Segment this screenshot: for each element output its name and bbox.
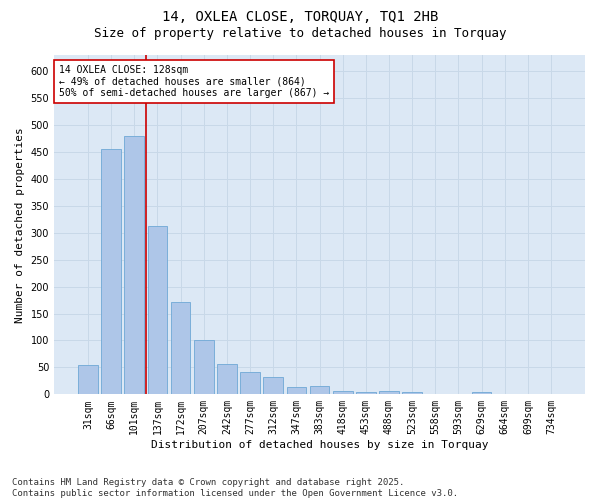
Text: Size of property relative to detached houses in Torquay: Size of property relative to detached ho… xyxy=(94,28,506,40)
Bar xyxy=(217,364,237,394)
Bar xyxy=(263,377,283,394)
Bar xyxy=(356,392,376,394)
Bar xyxy=(171,302,190,394)
X-axis label: Distribution of detached houses by size in Torquay: Distribution of detached houses by size … xyxy=(151,440,488,450)
Bar xyxy=(333,391,353,394)
Bar xyxy=(240,372,260,394)
Bar xyxy=(402,392,422,394)
Bar xyxy=(148,226,167,394)
Text: 14, OXLEA CLOSE, TORQUAY, TQ1 2HB: 14, OXLEA CLOSE, TORQUAY, TQ1 2HB xyxy=(162,10,438,24)
Text: Contains HM Land Registry data © Crown copyright and database right 2025.
Contai: Contains HM Land Registry data © Crown c… xyxy=(12,478,458,498)
Bar xyxy=(310,386,329,394)
Bar xyxy=(194,340,214,394)
Y-axis label: Number of detached properties: Number of detached properties xyxy=(15,127,25,322)
Bar xyxy=(101,150,121,394)
Bar xyxy=(78,364,98,394)
Bar xyxy=(287,387,306,394)
Text: 14 OXLEA CLOSE: 128sqm
← 49% of detached houses are smaller (864)
50% of semi-de: 14 OXLEA CLOSE: 128sqm ← 49% of detached… xyxy=(59,65,329,98)
Bar xyxy=(124,136,144,394)
Bar xyxy=(379,391,399,394)
Bar xyxy=(472,392,491,394)
